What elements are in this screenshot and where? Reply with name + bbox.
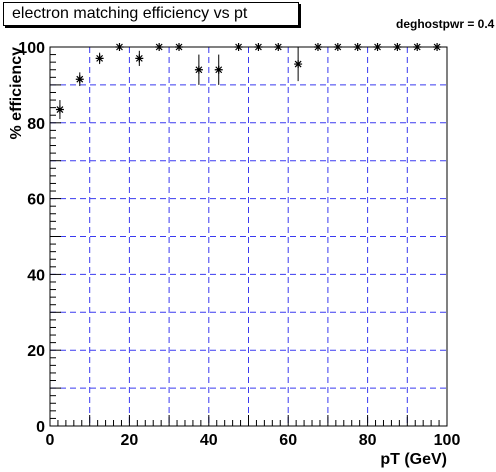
x-tick-label: 60 (279, 432, 297, 449)
y-tick-label: 100 (18, 40, 45, 57)
data-point (234, 43, 243, 51)
data-point (373, 43, 382, 51)
data-point (155, 43, 164, 51)
data-point (333, 43, 342, 51)
x-tick-label: 80 (359, 432, 377, 449)
data-point (175, 43, 184, 51)
x-tick-label: 0 (46, 432, 55, 449)
data-point (115, 43, 124, 51)
data-point (413, 43, 422, 51)
data-point (194, 65, 203, 74)
y-tick-label: 40 (27, 267, 45, 284)
y-tick-label: 0 (36, 419, 45, 436)
data-point (254, 43, 263, 51)
data-point (135, 54, 144, 63)
data-point (393, 43, 402, 51)
data-point (313, 43, 322, 51)
data-point (95, 54, 104, 63)
y-tick-label: 80 (27, 116, 45, 133)
data-point (75, 75, 84, 84)
data-point (214, 65, 223, 74)
x-axis-title: pT (GeV) (380, 451, 447, 468)
y-axis-title: % efficiency (8, 47, 25, 140)
data-point (294, 60, 303, 69)
y-tick-label: 20 (27, 343, 45, 360)
data-point (55, 105, 64, 114)
chart-title: electron matching efficiency vs pt (3, 2, 299, 26)
data-point (353, 43, 362, 51)
x-tick-label: 40 (200, 432, 218, 449)
stat-label: deghostpwr = 0.4 (396, 17, 495, 31)
y-tick-label: 60 (27, 192, 45, 209)
data-point (433, 43, 442, 51)
x-tick-label: 100 (434, 432, 461, 449)
data-point (274, 43, 283, 51)
x-tick-label: 20 (121, 432, 139, 449)
